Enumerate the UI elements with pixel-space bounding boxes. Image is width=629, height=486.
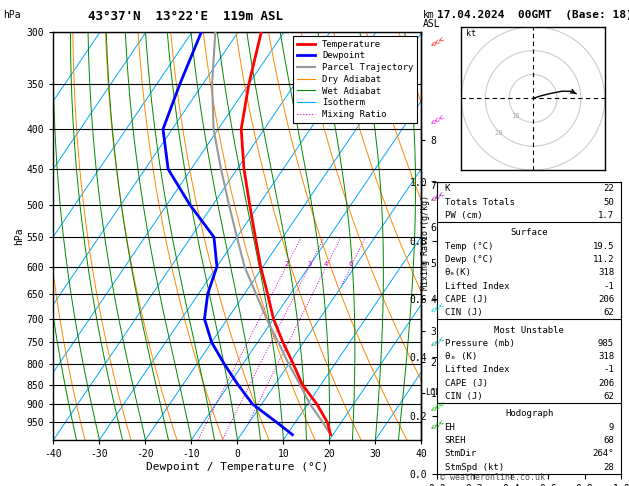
Text: <<<: <<< xyxy=(429,418,447,434)
Text: <<<: <<< xyxy=(429,113,447,128)
Text: 62: 62 xyxy=(603,392,614,401)
Text: kt: kt xyxy=(466,29,476,38)
Text: Surface: Surface xyxy=(511,228,548,237)
Text: StmDir: StmDir xyxy=(445,450,477,458)
Text: 206: 206 xyxy=(598,379,614,388)
Text: CAPE (J): CAPE (J) xyxy=(445,295,487,304)
Text: Lifted Index: Lifted Index xyxy=(445,365,509,375)
Text: 4: 4 xyxy=(324,260,328,267)
Text: SREH: SREH xyxy=(445,436,466,445)
Text: 43°37'N  13°22'E  119m ASL: 43°37'N 13°22'E 119m ASL xyxy=(88,10,283,23)
Text: 11.2: 11.2 xyxy=(593,255,614,264)
Text: EH: EH xyxy=(445,423,455,432)
Text: Most Unstable: Most Unstable xyxy=(494,326,564,334)
Text: hPa: hPa xyxy=(3,10,21,20)
Text: <<<: <<< xyxy=(429,400,447,416)
Legend: Temperature, Dewpoint, Parcel Trajectory, Dry Adiabat, Wet Adiabat, Isotherm, Mi: Temperature, Dewpoint, Parcel Trajectory… xyxy=(293,36,417,122)
Text: Lifted Index: Lifted Index xyxy=(445,281,509,291)
Text: Pressure (mb): Pressure (mb) xyxy=(445,339,515,348)
Text: StmSpd (kt): StmSpd (kt) xyxy=(445,463,504,472)
Text: <<<: <<< xyxy=(429,35,447,51)
Text: <<<: <<< xyxy=(429,335,447,350)
Text: PW (cm): PW (cm) xyxy=(445,211,482,220)
Text: CIN (J): CIN (J) xyxy=(445,308,482,317)
Y-axis label: hPa: hPa xyxy=(14,227,24,244)
Text: θₑ(K): θₑ(K) xyxy=(445,268,471,278)
Text: 17.04.2024  00GMT  (Base: 18): 17.04.2024 00GMT (Base: 18) xyxy=(437,10,629,20)
Text: 985: 985 xyxy=(598,339,614,348)
Text: CAPE (J): CAPE (J) xyxy=(445,379,487,388)
Text: 1.7: 1.7 xyxy=(598,211,614,220)
Text: Hodograph: Hodograph xyxy=(505,409,554,418)
Text: <<<: <<< xyxy=(429,301,447,317)
Text: km: km xyxy=(423,10,435,20)
Text: 3: 3 xyxy=(307,260,311,267)
Text: K: K xyxy=(445,184,450,193)
Text: -1: -1 xyxy=(603,365,614,375)
Text: 20: 20 xyxy=(494,130,503,136)
Text: Temp (°C): Temp (°C) xyxy=(445,242,493,251)
Text: © weatheronline.co.uk: © weatheronline.co.uk xyxy=(440,473,545,482)
Text: 206: 206 xyxy=(598,295,614,304)
Text: 318: 318 xyxy=(598,268,614,278)
Text: CIN (J): CIN (J) xyxy=(445,392,482,401)
Text: 264°: 264° xyxy=(593,450,614,458)
Text: θₑ (K): θₑ (K) xyxy=(445,352,477,361)
Text: 6: 6 xyxy=(348,260,353,267)
Text: 318: 318 xyxy=(598,352,614,361)
Text: Dewp (°C): Dewp (°C) xyxy=(445,255,493,264)
Text: 2: 2 xyxy=(284,260,288,267)
Text: Totals Totals: Totals Totals xyxy=(445,198,515,207)
Text: 10: 10 xyxy=(511,113,520,119)
X-axis label: Dewpoint / Temperature (°C): Dewpoint / Temperature (°C) xyxy=(147,462,328,471)
Text: 68: 68 xyxy=(603,436,614,445)
Text: -1: -1 xyxy=(603,281,614,291)
Text: 19.5: 19.5 xyxy=(593,242,614,251)
Text: 22: 22 xyxy=(603,184,614,193)
Text: 62: 62 xyxy=(603,308,614,317)
Text: 9: 9 xyxy=(609,423,614,432)
Text: 50: 50 xyxy=(603,198,614,207)
Text: 28: 28 xyxy=(603,463,614,472)
Text: ASL: ASL xyxy=(423,19,441,30)
Text: LCL: LCL xyxy=(426,388,440,397)
Text: Mixing Ratio (g/kg): Mixing Ratio (g/kg) xyxy=(421,195,430,291)
Text: <<<: <<< xyxy=(429,191,447,206)
